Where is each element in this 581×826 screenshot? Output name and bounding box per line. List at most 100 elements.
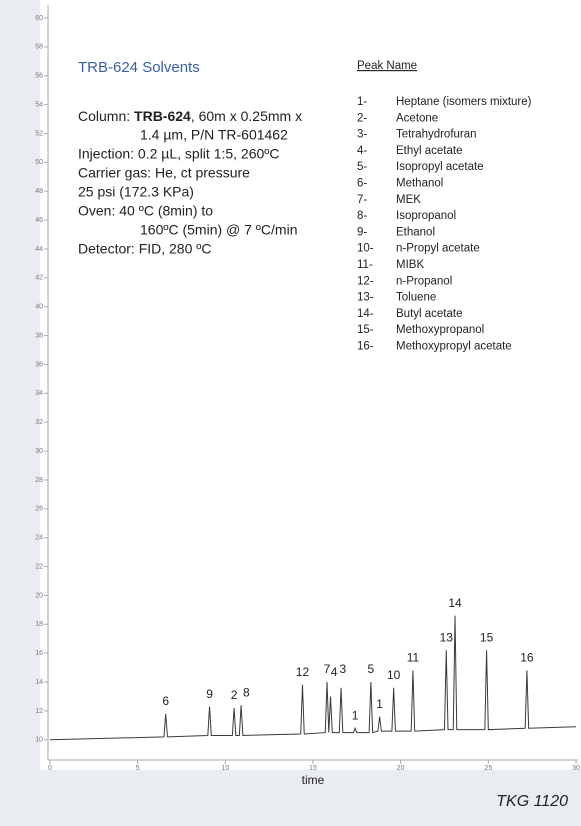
y-tick-label: 22: [35, 563, 43, 570]
method-text: Detector: FID, 280 ºC: [78, 241, 212, 257]
peak-name: Toluene: [396, 292, 436, 304]
peak-name: Ethyl acetate: [396, 145, 462, 157]
y-tick-label: 52: [35, 130, 43, 137]
peak-number: 10-: [357, 243, 374, 255]
y-tick-label: 34: [35, 390, 43, 397]
peak-list-title: Peak Name: [357, 60, 417, 72]
method-text: 160ºC (5min) @ 7 ºC/min: [140, 222, 297, 238]
chromatogram-trace: [49, 615, 577, 741]
peak-number: 2-: [357, 112, 367, 124]
y-tick-label: 14: [35, 679, 43, 686]
peak-label: 10: [387, 668, 401, 682]
x-tick-label: 10: [221, 765, 229, 772]
peak-name: Tetrahydrofuran: [396, 129, 477, 141]
peak-name: Isopropyl acetate: [396, 161, 484, 173]
y-tick-label: 44: [35, 246, 43, 253]
peak-label: 16: [520, 651, 534, 665]
y-tick-label: 24: [35, 535, 43, 542]
peak-name: n-Propyl acetate: [396, 243, 480, 255]
y-tick-label: 50: [35, 159, 43, 166]
x-tick-label: 15: [309, 765, 317, 772]
peak-number: 9-: [357, 226, 367, 238]
method-text: Column:: [78, 108, 134, 124]
peak-label: 11: [407, 651, 420, 665]
x-axis-label: time: [302, 773, 325, 787]
peak-name: Ethanol: [396, 226, 435, 238]
method-column: Column: TRB-624, 60m x 0.25mm x: [78, 108, 302, 124]
y-tick-label: 28: [35, 477, 43, 484]
peak-name: Isopropanol: [396, 210, 456, 222]
y-tick-label: 18: [35, 621, 43, 628]
peak-number: 12-: [357, 275, 374, 287]
peak-number: 3-: [357, 129, 367, 141]
peak-number: 4-: [357, 145, 367, 157]
peak-number: 5-: [357, 161, 367, 173]
method-text: Carrier gas: He, ct pressure: [78, 165, 250, 181]
y-tick-label: 46: [35, 217, 43, 224]
peak-label: 15: [480, 630, 494, 644]
y-tick-label: 30: [35, 448, 43, 455]
y-tick-label: 42: [35, 275, 43, 282]
y-tick-label: 54: [35, 101, 43, 108]
y-tick-label: 60: [35, 15, 43, 22]
y-tick-label: 48: [35, 188, 43, 195]
peak-label: 9: [206, 687, 213, 701]
peak-number: 7-: [357, 194, 367, 206]
peak-name: MEK: [396, 194, 421, 206]
peak-name: Butyl acetate: [396, 308, 462, 320]
y-tick-label: 40: [35, 304, 43, 311]
x-tick-label: 30: [572, 765, 580, 772]
peak-name: Acetone: [396, 112, 438, 124]
y-tick-label: 36: [35, 361, 43, 368]
y-tick-label: 16: [35, 650, 43, 657]
method-text: Oven: 40 ºC (8min) to: [78, 203, 213, 219]
y-tick-label: 38: [35, 332, 43, 339]
y-tick-label: 56: [35, 73, 43, 80]
peak-label: 5: [368, 662, 375, 676]
peak-name: Methoxypropyl acetate: [396, 341, 512, 353]
peak-number: 8-: [357, 210, 367, 222]
peak-label: 6: [162, 694, 169, 708]
peak-label: 4: [331, 665, 338, 679]
peak-label: 7: [324, 662, 331, 676]
footer: TKG 1120: [496, 793, 568, 810]
y-tick-label: 12: [35, 708, 43, 715]
peak-label: 8: [243, 685, 250, 699]
plot-background: [40, 0, 581, 770]
peak-number: 14-: [357, 308, 374, 320]
peak-number: 13-: [357, 292, 374, 304]
peak-name: MIBK: [396, 259, 424, 271]
x-tick-label: 5: [136, 765, 140, 772]
y-tick-label: 20: [35, 592, 43, 599]
peak-number: 16-: [357, 341, 374, 353]
chart-title: TRB-624 Solvents: [78, 59, 200, 76]
peak-number: 6-: [357, 178, 367, 190]
method-text: 25 psi (172.3 KPa): [78, 184, 194, 200]
method-text: 1.4 µm, P/N TR-601462: [140, 127, 288, 143]
y-tick-label: 10: [35, 737, 43, 744]
peak-number: 15-: [357, 324, 374, 336]
y-tick-label: 26: [35, 506, 43, 513]
peak-name: Methanol: [396, 178, 443, 190]
peak-label: 1: [376, 697, 383, 711]
peak-label: 12: [296, 665, 310, 679]
method-text: Injection: 0.2 µL, split 1:5, 260ºC: [78, 146, 280, 162]
peak-number: 1-: [357, 96, 367, 108]
x-tick-label: 25: [484, 765, 492, 772]
y-tick-label: 58: [35, 44, 43, 51]
peak-label: 13: [440, 630, 454, 644]
peak-name: Methoxypropanol: [396, 324, 484, 336]
y-tick-label: 32: [35, 419, 43, 426]
peak-name: n-Propanol: [396, 275, 452, 287]
peak-number: 11-: [357, 259, 373, 271]
x-tick-label: 20: [397, 765, 405, 772]
method-text: , 60m x 0.25mm x: [191, 108, 302, 124]
peak-label: 1: [352, 708, 359, 722]
peak-label: 14: [448, 596, 462, 610]
x-tick-label: 0: [48, 765, 52, 772]
peak-name: Heptane (isomers mixture): [396, 96, 532, 108]
peak-label: 2: [231, 688, 238, 702]
method-text: TRB-624: [134, 108, 191, 124]
